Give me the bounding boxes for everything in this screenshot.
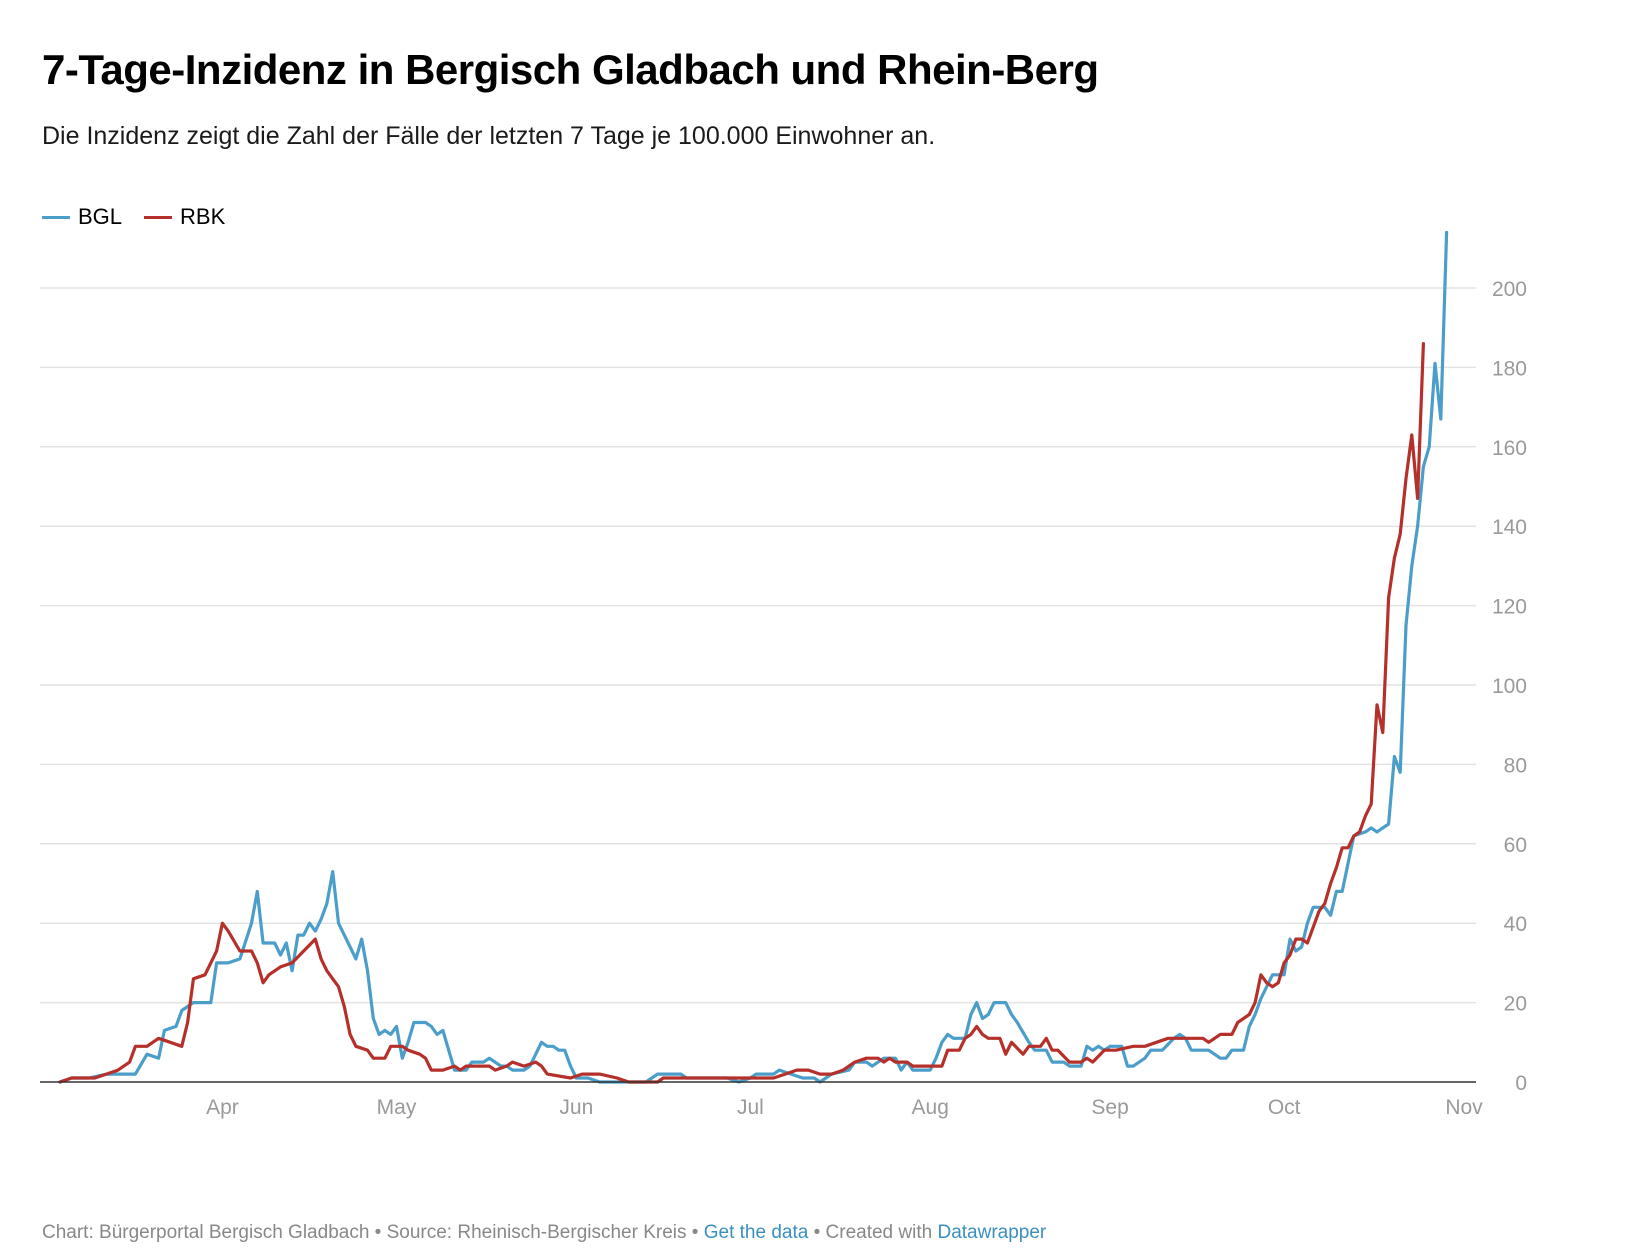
grid-lines (40, 287, 1476, 1004)
chart-subtitle: Die Inzidenz zeigt die Zahl der Fälle de… (42, 122, 936, 150)
x-tick-label: Jun (559, 1096, 593, 1119)
y-tick-label: 40 (1504, 913, 1527, 936)
footer-separator: • (686, 1222, 704, 1243)
y-tick-label: 80 (1504, 754, 1527, 777)
y-tick-label: 60 (1504, 834, 1527, 857)
y-tick-label: 200 (1492, 278, 1527, 301)
y-tick-label: 100 (1492, 675, 1527, 698)
footer-source: Source: Rheinisch-Bergischer Kreis (386, 1222, 687, 1243)
legend-swatch-bgl (42, 215, 70, 219)
legend-label-bgl: BGL (78, 204, 123, 229)
x-tick-label: Sep (1091, 1096, 1128, 1119)
series-lines (58, 230, 1449, 1084)
chart-title: 7-Tage-Inzidenz in Bergisch Gladbach und… (42, 46, 1099, 93)
line-chart: 0 20 40 60 80 100 120 140 160 180 200 Apr May Jun Jul… (40, 230, 1527, 1119)
x-tick-label: May (377, 1096, 417, 1119)
y-tick-label: 120 (1492, 596, 1527, 619)
x-tick-label: Jul (737, 1096, 764, 1119)
series-line-bgl (58, 230, 1449, 1084)
legend-item-rbk: RBK (144, 204, 225, 230)
series-line-rbk (58, 342, 1425, 1084)
footer-credit: Chart: Bürgerportal Bergisch Gladbach (42, 1222, 370, 1243)
y-tick-label: 20 (1504, 993, 1527, 1016)
y-axis-ticks: 0 20 40 60 80 100 120 140 160 180 200 (1492, 278, 1527, 1095)
footer-separator: • (808, 1222, 826, 1243)
x-tick-label: Aug (912, 1096, 949, 1119)
legend-swatch-rbk (144, 215, 173, 219)
x-tick-label: Apr (206, 1096, 239, 1119)
chart-footer: Chart: Bürgerportal Bergisch Gladbach • … (42, 1222, 1046, 1244)
y-tick-label: 160 (1492, 437, 1527, 460)
legend: BGL RBK (42, 204, 225, 230)
footer-created-with: Created with (825, 1222, 938, 1243)
datawrapper-link[interactable]: Datawrapper (937, 1222, 1047, 1243)
x-tick-label: Oct (1268, 1096, 1301, 1119)
legend-item-bgl: BGL (42, 204, 122, 230)
y-tick-label: 0 (1515, 1072, 1527, 1095)
footer-separator: • (369, 1222, 387, 1243)
y-tick-label: 180 (1492, 357, 1527, 380)
legend-label-rbk: RBK (180, 204, 226, 229)
x-tick-label: Nov (1445, 1096, 1483, 1119)
y-tick-label: 140 (1492, 516, 1527, 539)
get-the-data-link[interactable]: Get the data (703, 1222, 809, 1243)
x-axis-ticks: Apr May Jun Jul Aug Sep Oct Nov (206, 1096, 1483, 1119)
